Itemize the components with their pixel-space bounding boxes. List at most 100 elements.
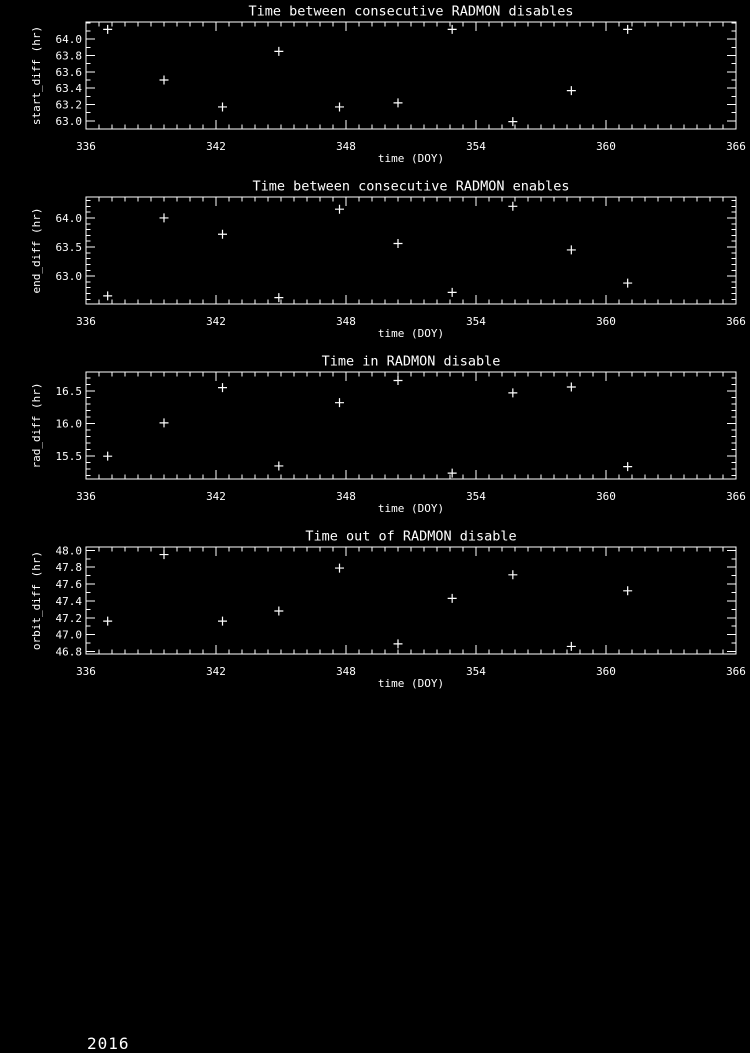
plot-title: Time between consecutive RADMON disables [248,4,573,20]
data-point-marker [447,24,457,34]
data-point-marker [103,291,113,301]
y-tick-label: 47.6 [56,578,83,591]
data-point-marker [508,388,518,398]
data-point-marker [447,468,457,478]
data-point-marker [566,245,576,255]
plot-title: Time in RADMON disable [322,354,501,370]
data-point-marker [159,213,169,223]
y-axis-label: orbit_diff (hr) [30,551,43,650]
data-point-marker [508,570,518,580]
data-point-marker [218,616,227,626]
y-tick-label: 47.4 [56,595,83,608]
x-tick-label: 348 [336,490,356,503]
x-tick-label: 342 [206,140,226,153]
x-axis-label: time (DOY) [378,502,444,515]
plot-start-diff: 336 342 348 354 360 366 63.0 63.2 63.4 63.6 63.8 64… [30,4,746,166]
data-point-marker [335,563,344,573]
x-tick-label: 366 [726,490,746,503]
footer-year-label: 2016 [87,1034,130,1053]
y-tick-label: 47.2 [56,612,83,625]
data-point-marker [508,117,518,127]
x-tick-label: 354 [466,490,486,503]
data-point-marker [274,293,284,303]
data-point-marker [218,102,227,112]
y-tick-label: 63.0 [56,270,83,283]
plots-column: 336 342 348 354 360 366 63.0 63.2 63.4 63.6 63.8 64… [30,4,746,691]
data-point-marker [335,102,344,112]
x-tick-label: 360 [596,490,616,503]
y-tick-label: 16.5 [56,385,83,398]
data-point-marker [103,451,113,461]
data-point-marker [103,616,113,626]
data-point-marker [218,229,227,239]
data-point-marker [623,278,633,288]
x-tick-label: 342 [206,665,226,678]
data-point-marker [218,383,227,393]
y-axis-label: rad_diff (hr) [30,382,43,468]
x-tick-label: 366 [726,140,746,153]
data-point-marker [447,287,457,297]
x-tick-label: 366 [726,315,746,328]
data-point-marker [159,550,169,560]
data-point-marker [103,24,113,34]
y-tick-label: 63.6 [56,66,83,79]
y-tick-label: 63.2 [56,98,83,111]
plot-end-diff: 336 342 348 354 360 366 63.0 63.5 64.0 Time betwe… [30,179,746,341]
data-point-marker [566,641,576,651]
x-tick-label: 348 [336,665,356,678]
plot-frame [85,196,737,305]
y-tick-label: 63.0 [56,115,83,128]
data-point-marker [393,98,403,108]
data-point-marker [274,46,284,56]
plot-frame [85,371,737,480]
data-point-marker [623,586,633,596]
plot-title: Time between consecutive RADMON enables [253,179,570,195]
data-point-marker [623,462,633,472]
data-point-marker [393,239,403,249]
plot-frame [85,21,737,130]
y-tick-label: 47.0 [56,629,83,642]
x-tick-label: 360 [596,665,616,678]
x-tick-label: 354 [466,315,486,328]
data-point-marker [566,382,576,392]
plot-orbit-diff: 336 342 348 354 360 366 46.8 47.0 47.2 47.4 47.6 47… [30,529,746,691]
x-tick-label: 366 [726,665,746,678]
data-point-marker [393,639,403,649]
y-tick-label: 63.8 [56,49,83,62]
plot-rad-diff: 336 342 348 354 360 366 15.5 16.0 16.5 Time in RA… [30,354,746,516]
x-tick-label: 336 [76,490,96,503]
data-point-marker [335,398,344,408]
data-point-marker [447,593,457,603]
data-point-marker [274,606,284,616]
y-axis-label: start_diff (hr) [30,26,43,125]
data-point-marker [159,418,169,428]
y-tick-label: 15.5 [56,450,83,463]
x-tick-label: 348 [336,140,356,153]
plot-frame [85,546,737,655]
x-axis-label: time (DOY) [378,152,444,165]
data-point-marker [159,75,169,85]
plot-title: Time out of RADMON disable [305,529,516,545]
x-axis-label: time (DOY) [378,327,444,340]
x-tick-label: 336 [76,315,96,328]
x-tick-label: 336 [76,140,96,153]
y-tick-label: 64.0 [56,212,83,225]
x-axis-label: time (DOY) [378,677,444,690]
y-tick-label: 63.5 [56,241,83,254]
data-point-marker [508,201,518,211]
data-point-marker [623,24,633,34]
x-tick-label: 342 [206,490,226,503]
y-tick-label: 46.8 [56,645,83,658]
x-tick-label: 354 [466,140,486,153]
y-tick-label: 64.0 [56,33,83,46]
x-tick-label: 360 [596,140,616,153]
data-point-marker [274,461,284,471]
x-tick-label: 342 [206,315,226,328]
data-point-marker [566,86,576,96]
y-tick-label: 63.4 [56,82,83,95]
y-tick-label: 16.0 [56,418,83,431]
x-tick-label: 360 [596,315,616,328]
data-point-marker [393,375,403,385]
x-tick-label: 336 [76,665,96,678]
data-point-marker [335,204,344,214]
